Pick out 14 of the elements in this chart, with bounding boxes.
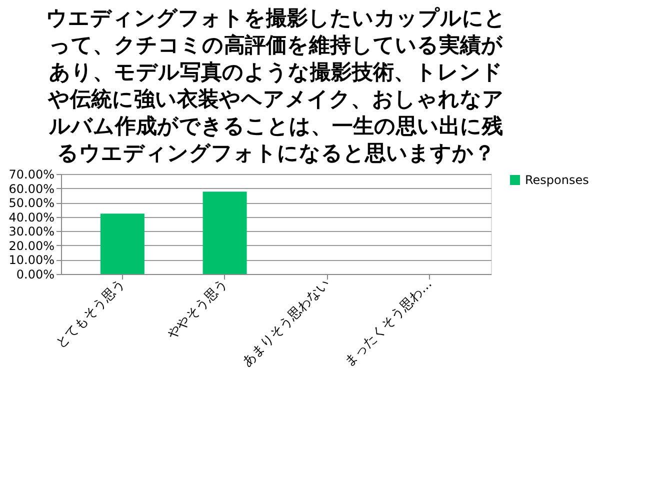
legend-label: Responses — [525, 173, 589, 187]
y-tick-label: 50.00% — [8, 196, 54, 210]
y-tick-label: 10.00% — [8, 253, 54, 268]
y-tick-label: 20.00% — [8, 238, 54, 253]
x-tick-label: ややそう思う — [164, 276, 230, 342]
y-tick-label: 30.00% — [8, 224, 54, 239]
y-tick-label: 0.00% — [16, 268, 54, 282]
y-tick-label: 70.00% — [8, 168, 54, 182]
y-tick-label: 40.00% — [8, 210, 54, 224]
x-tick-label: あまりそう思わない — [240, 276, 333, 370]
x-tick-label: とてもそう思う — [53, 276, 128, 352]
chart-title: ウエディングフォトを撮影したいカップルにとって、クチコミの高評価を維持している実績があり、モデル写真のような撮影技術、トレンドや伝統に強い衣装やヘアメイク、おしゃれなアルバム作成ができることは、一生の思い出に残るウエディングフォトになると思いますか？ — [46, 6, 506, 165]
y-tick-label: 60.00% — [8, 182, 54, 196]
x-tick-label: まったくそう思わ… — [342, 276, 436, 370]
